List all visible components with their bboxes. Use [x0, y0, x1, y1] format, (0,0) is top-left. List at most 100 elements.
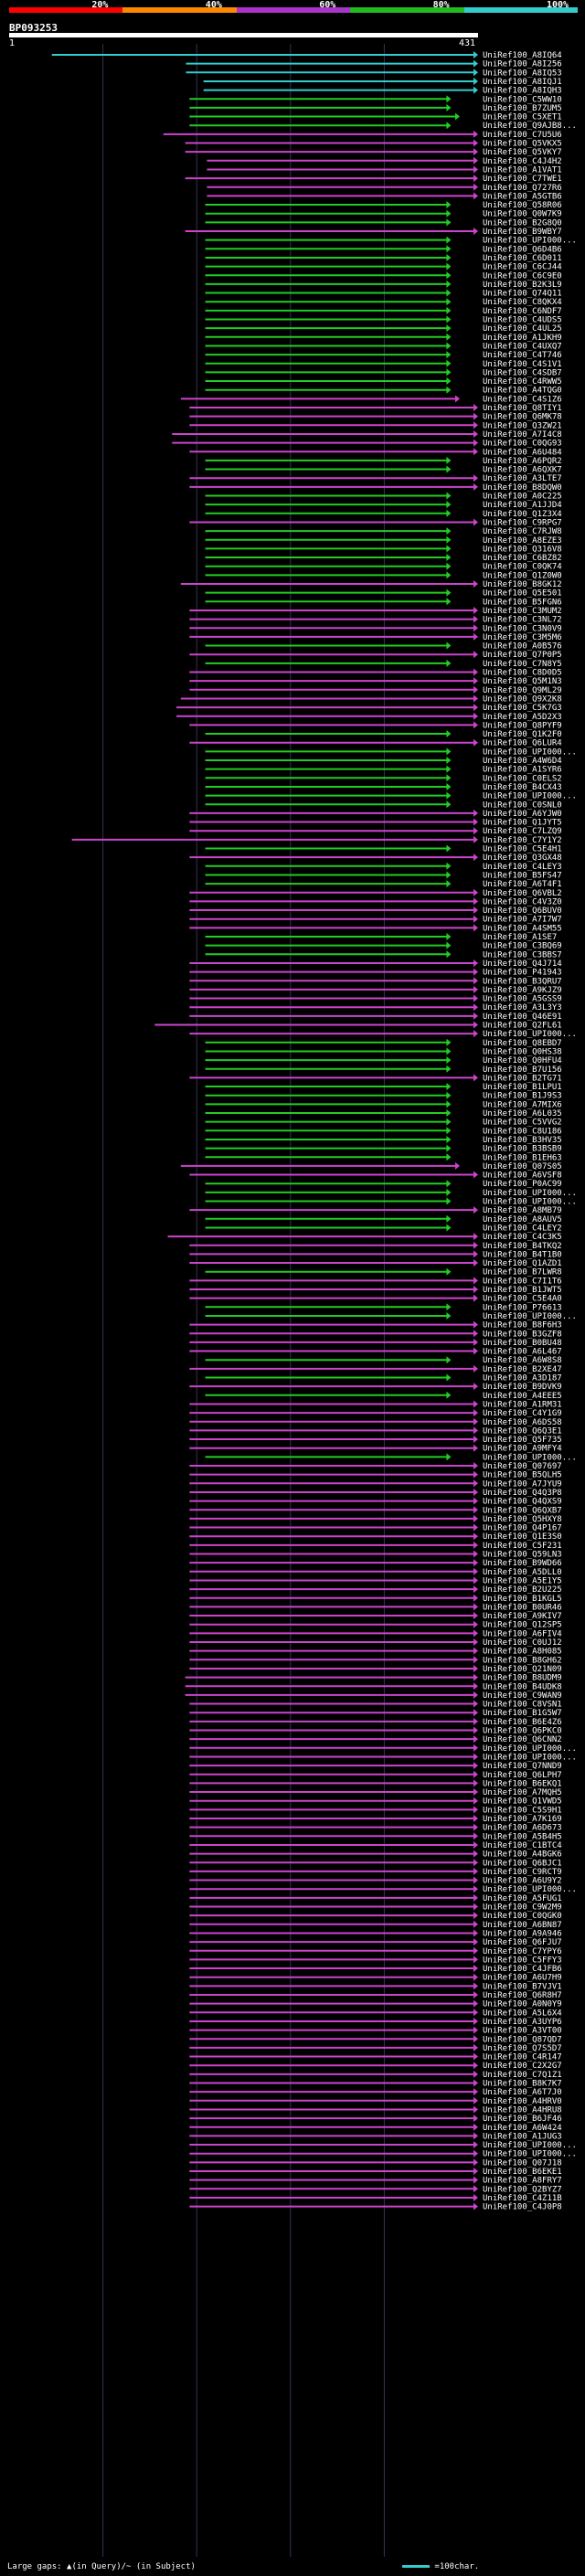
- hit-label[interactable]: UniRef100_Q8EBD7: [483, 1039, 562, 1048]
- hit-label[interactable]: UniRef100_A8I256: [483, 60, 562, 69]
- hit-label[interactable]: UniRef100_A6W424: [483, 2124, 562, 2133]
- hit-label[interactable]: UniRef100_C4C3K5: [483, 1233, 562, 1242]
- hit-label[interactable]: UniRef100_C5F231: [483, 1542, 562, 1551]
- hit-label[interactable]: UniRef100_Q6BUV0: [483, 906, 562, 916]
- hit-label[interactable]: UniRef100_C0QGK0: [483, 1912, 562, 1921]
- hit-label[interactable]: UniRef100_UPI000...: [483, 1030, 577, 1039]
- hit-label[interactable]: UniRef100_Q5F735: [483, 1436, 562, 1445]
- hit-label[interactable]: UniRef100_B6EKQ1: [483, 1779, 562, 1788]
- hit-label[interactable]: UniRef100_A8MB79: [483, 1206, 562, 1215]
- hit-label[interactable]: UniRef100_C3M5M6: [483, 633, 562, 642]
- hit-label[interactable]: UniRef100_Q1K2F0: [483, 730, 562, 739]
- hit-label[interactable]: UniRef100_B7U156: [483, 1065, 562, 1075]
- hit-label[interactable]: UniRef100_A5DLL0: [483, 1568, 562, 1577]
- hit-label[interactable]: UniRef100_C8QKX4: [483, 298, 562, 307]
- hit-label[interactable]: UniRef100_C7U5U6: [483, 131, 562, 140]
- hit-label[interactable]: UniRef100_A6QXK7: [483, 466, 562, 475]
- hit-label[interactable]: UniRef100_B3GZF8: [483, 1330, 562, 1339]
- hit-label[interactable]: UniRef100_C9RCT9: [483, 1868, 562, 1877]
- hit-label[interactable]: UniRef100_B4UDK8: [483, 1682, 562, 1691]
- hit-label[interactable]: UniRef100_B9WBY7: [483, 228, 562, 237]
- hit-label[interactable]: UniRef100_Q1Z0W0: [483, 571, 562, 580]
- hit-label[interactable]: UniRef100_P76613: [483, 1303, 562, 1312]
- hit-label[interactable]: UniRef100_A8IQJ1: [483, 78, 562, 87]
- hit-label[interactable]: UniRef100_C0QG93: [483, 440, 562, 449]
- hit-label[interactable]: UniRef100_A0C225: [483, 493, 562, 502]
- hit-label[interactable]: UniRef100_Q0HS38: [483, 1047, 562, 1056]
- hit-label[interactable]: UniRef100_UPI000...: [483, 2141, 577, 2150]
- hit-label[interactable]: UniRef100_C0ELS2: [483, 774, 562, 783]
- hit-label[interactable]: UniRef100_A6BN87: [483, 1921, 562, 1930]
- hit-label[interactable]: UniRef100_B6E4Z6: [483, 1718, 562, 1727]
- hit-label[interactable]: UniRef100_A8AUV5: [483, 1215, 562, 1224]
- hit-label[interactable]: UniRef100_C4T746: [483, 351, 562, 360]
- hit-label[interactable]: UniRef100_C7N8Y5: [483, 660, 562, 669]
- hit-label[interactable]: UniRef100_A4HRU8: [483, 2105, 562, 2115]
- hit-label[interactable]: UniRef100_A7I4C8: [483, 430, 562, 440]
- hit-label[interactable]: UniRef100_B1EH63: [483, 1153, 562, 1162]
- hit-label[interactable]: UniRef100_C5VVG2: [483, 1118, 562, 1128]
- hit-label[interactable]: UniRef100_C0SNL0: [483, 800, 562, 810]
- hit-label[interactable]: UniRef100_UPI000...: [483, 237, 577, 246]
- hit-label[interactable]: UniRef100_Q6Q3E1: [483, 1426, 562, 1436]
- hit-label[interactable]: UniRef100_A6FIV4: [483, 1629, 562, 1638]
- hit-label[interactable]: UniRef100_B0UR46: [483, 1603, 562, 1612]
- hit-label[interactable]: UniRef100_Q5VKY7: [483, 148, 562, 157]
- hit-label[interactable]: UniRef100_C6D011: [483, 254, 562, 263]
- hit-label[interactable]: UniRef100_B1JWT5: [483, 1286, 562, 1295]
- hit-label[interactable]: UniRef100_Q6R8H7: [483, 1991, 562, 2000]
- hit-label[interactable]: UniRef100_Q1AZD1: [483, 1259, 562, 1268]
- hit-label[interactable]: UniRef100_B4TKQ2: [483, 1242, 562, 1251]
- hit-label[interactable]: UniRef100_Q9AJB8...: [483, 122, 577, 131]
- hit-label[interactable]: UniRef100_Q5HXY8: [483, 1515, 562, 1524]
- hit-label[interactable]: UniRef100_B9WD66: [483, 1559, 562, 1568]
- hit-label[interactable]: UniRef100_C4SDB7: [483, 368, 562, 377]
- hit-label[interactable]: UniRef100_A4EEE5: [483, 1392, 562, 1401]
- hit-label[interactable]: UniRef100_Q07S05: [483, 1162, 562, 1171]
- hit-label[interactable]: UniRef100_B6EKE1: [483, 2168, 562, 2177]
- hit-label[interactable]: UniRef100_Q07J18: [483, 2158, 562, 2168]
- hit-label[interactable]: UniRef100_C8U186: [483, 1127, 562, 1136]
- hit-label[interactable]: UniRef100_B5FS47: [483, 871, 562, 880]
- hit-label[interactable]: UniRef100_C7LZQ9: [483, 827, 562, 836]
- hit-label[interactable]: UniRef100_C4Z11B: [483, 2194, 562, 2203]
- hit-label[interactable]: UniRef100_Q6PKC0: [483, 1727, 562, 1736]
- hit-label[interactable]: UniRef100_C5E4H1: [483, 845, 562, 854]
- hit-label[interactable]: UniRef100_C4Y1G9: [483, 1409, 562, 1418]
- hit-label[interactable]: UniRef100_C4R147: [483, 2053, 562, 2062]
- hit-label[interactable]: UniRef100_Q9X2K8: [483, 694, 562, 704]
- hit-label[interactable]: UniRef100_C5WW10: [483, 95, 562, 104]
- hit-label[interactable]: UniRef100_B1LPU1: [483, 1083, 562, 1092]
- hit-label[interactable]: UniRef100_A0B576: [483, 642, 562, 652]
- hit-label[interactable]: UniRef100_A9KIV7: [483, 1612, 562, 1621]
- hit-label[interactable]: UniRef100_B8UDM9: [483, 1674, 562, 1683]
- hit-label[interactable]: UniRef100_A3UYP6: [483, 2018, 562, 2027]
- hit-label[interactable]: UniRef100_A1VAT1: [483, 165, 562, 175]
- hit-label[interactable]: UniRef100_Q316V8: [483, 545, 562, 554]
- hit-label[interactable]: UniRef100_UPI000...: [483, 1744, 577, 1754]
- hit-label[interactable]: UniRef100_A6VSF8: [483, 1171, 562, 1181]
- hit-label[interactable]: UniRef100_UPI000...: [483, 1885, 577, 1894]
- hit-label[interactable]: UniRef100_C7RJW8: [483, 527, 562, 536]
- hit-label[interactable]: UniRef100_UPI000...: [483, 1189, 577, 1198]
- hit-label[interactable]: UniRef100_A8IQ64: [483, 51, 562, 60]
- hit-label[interactable]: UniRef100_A6U7H9: [483, 1974, 562, 1983]
- hit-label[interactable]: UniRef100_C8VSN1: [483, 1701, 562, 1710]
- hit-label[interactable]: UniRef100_C6BZ82: [483, 554, 562, 563]
- hit-label[interactable]: UniRef100_B2G8Q0: [483, 218, 562, 228]
- hit-label[interactable]: UniRef100_C7Q1Z1: [483, 2071, 562, 2080]
- hit-label[interactable]: UniRef100_A6U9Y2: [483, 1877, 562, 1886]
- hit-label[interactable]: UniRef100_C5E4A0: [483, 1295, 562, 1304]
- hit-label[interactable]: UniRef100_C3BQ69: [483, 942, 562, 951]
- hit-label[interactable]: UniRef100_Q6LPH7: [483, 1771, 562, 1780]
- hit-label[interactable]: UniRef100_A5B4H5: [483, 1832, 562, 1841]
- hit-label[interactable]: UniRef100_Q2BYZ7: [483, 2185, 562, 2194]
- hit-label[interactable]: UniRef100_C1BTC4: [483, 1841, 562, 1850]
- hit-label[interactable]: UniRef100_UPI000...: [483, 2150, 577, 2159]
- hit-label[interactable]: UniRef100_Q2FL61: [483, 1022, 562, 1031]
- hit-label[interactable]: UniRef100_C5K7G3: [483, 704, 562, 713]
- hit-label[interactable]: UniRef100_Q727R6: [483, 184, 562, 193]
- hit-label[interactable]: UniRef100_UPI000...: [483, 1453, 577, 1462]
- hit-label[interactable]: UniRef100_A6YJW0: [483, 810, 562, 819]
- hit-label[interactable]: UniRef100_A1SE7: [483, 933, 557, 942]
